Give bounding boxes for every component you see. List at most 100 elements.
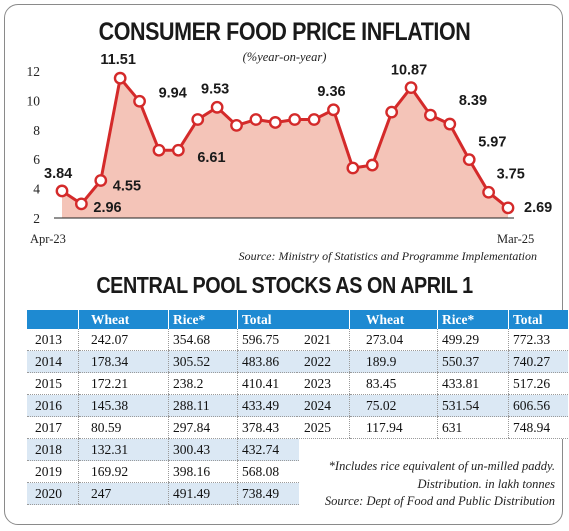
cell-rice: 354.68 bbox=[168, 329, 238, 351]
cell-rice: 491.49 bbox=[168, 482, 238, 505]
y-axis: 2 4 6 8 10 12 bbox=[27, 64, 41, 226]
cell-wheat: 273.04 bbox=[349, 329, 438, 351]
table-row: 2016 145.38 288.11 433.49 bbox=[27, 394, 299, 417]
cell-wheat: 83.45 bbox=[349, 372, 438, 395]
data-point bbox=[191, 113, 205, 126]
footnotes: *Includes rice equivalent of un-milled p… bbox=[325, 458, 555, 511]
cell-wheat: 80.59 bbox=[78, 416, 169, 439]
cell-total: 410.41 bbox=[237, 372, 299, 395]
y-tick-label: 8 bbox=[33, 123, 40, 138]
data-point bbox=[171, 143, 185, 157]
inflation-area bbox=[62, 78, 508, 218]
cell-rice: 297.84 bbox=[168, 416, 238, 439]
table-row: 2022 189.9 550.37 740.27 bbox=[296, 350, 568, 373]
cell-total: 748.94 bbox=[508, 416, 568, 439]
cell-rice: 550.37 bbox=[437, 350, 509, 373]
table-row: 2014 178.34 305.52 483.86 bbox=[27, 350, 299, 373]
data-point bbox=[74, 197, 88, 211]
data-point bbox=[249, 113, 263, 126]
data-label: 11.51 bbox=[100, 52, 136, 68]
cell-year: 2022 bbox=[296, 350, 350, 373]
data-point bbox=[424, 108, 437, 122]
data-point bbox=[482, 185, 496, 199]
table-row: 2020 247 491.49 738.49 bbox=[27, 482, 299, 505]
header-wheat: Wheat bbox=[349, 310, 438, 329]
chart-source: Source: Ministry of Statistics and Progr… bbox=[238, 249, 537, 263]
inflation-chart: 2 4 6 8 10 12 3.84 2.96 4.55 11.51 9.94 6.61 9.53 9.… bbox=[27, 52, 553, 246]
data-label: 4.55 bbox=[113, 179, 141, 195]
cell-total: 772.33 bbox=[508, 329, 568, 351]
data-label: 9.94 bbox=[159, 85, 187, 101]
data-point bbox=[268, 116, 282, 129]
header-rice: Rice* bbox=[168, 310, 238, 329]
y-tick-label: 6 bbox=[33, 152, 40, 167]
x-tick-label-end: Mar-25 bbox=[497, 232, 534, 246]
data-point bbox=[230, 118, 243, 132]
data-point bbox=[462, 153, 476, 167]
data-point bbox=[307, 113, 321, 126]
note-source: Source: Dept of Food and Public Distribu… bbox=[324, 494, 555, 508]
cell-year: 2020 bbox=[27, 482, 79, 505]
cell-wheat: 247 bbox=[78, 482, 169, 505]
stocks-table-right: Wheat Rice* Total 2021 273.04 499.29 772.33… bbox=[296, 310, 568, 439]
data-point bbox=[365, 158, 379, 172]
cell-total: 568.08 bbox=[237, 460, 299, 483]
cell-year: 2014 bbox=[27, 350, 79, 373]
stocks-title: CENTRAL POOL STOCKS AS ON APRIL 1 bbox=[96, 272, 473, 298]
x-tick-label-start: Apr-23 bbox=[30, 232, 66, 246]
data-label: 3.75 bbox=[497, 166, 525, 182]
cell-year: 2021 bbox=[296, 329, 350, 351]
note-units: Distribution. in lakh tonnes bbox=[417, 476, 556, 491]
cell-wheat: 172.21 bbox=[78, 372, 169, 395]
cell-year: 2025 bbox=[296, 416, 350, 439]
cell-year: 2019 bbox=[27, 460, 79, 483]
data-point bbox=[113, 71, 127, 85]
cell-total: 606.56 bbox=[508, 394, 568, 417]
data-point bbox=[288, 113, 302, 126]
cell-wheat: 132.31 bbox=[78, 438, 169, 461]
data-point bbox=[404, 81, 418, 95]
cell-total: 378.43 bbox=[237, 416, 299, 439]
header-year bbox=[296, 310, 350, 329]
table-row: 2017 80.59 297.84 378.43 bbox=[27, 416, 299, 439]
chart-title: CONSUMER FOOD PRICE INFLATION bbox=[98, 18, 471, 46]
cell-year: 2017 bbox=[27, 416, 79, 439]
y-tick-label: 2 bbox=[33, 211, 40, 226]
cell-wheat: 145.38 bbox=[78, 394, 169, 417]
cell-total: 596.75 bbox=[237, 329, 299, 351]
y-tick-label: 4 bbox=[33, 182, 40, 197]
note-rice: *Includes rice equivalent of un-milled p… bbox=[328, 459, 555, 473]
data-point bbox=[152, 143, 166, 157]
stocks-table-left: Wheat Rice* Total 2013 242.07 354.68 596.75… bbox=[27, 310, 299, 505]
data-labels: 3.84 2.96 4.55 11.51 9.94 6.61 9.53 9.36 10.87 8.… bbox=[44, 52, 552, 216]
table-row: 2013 242.07 354.68 596.75 bbox=[27, 329, 299, 351]
data-point bbox=[385, 105, 399, 119]
data-point bbox=[327, 103, 340, 117]
table-header-row: Wheat Rice* Total bbox=[27, 310, 299, 329]
table-row: 2015 172.21 238.2 410.41 bbox=[27, 372, 299, 395]
cell-rice: 433.81 bbox=[437, 372, 509, 395]
data-label: 9.53 bbox=[201, 81, 229, 97]
data-label: 5.97 bbox=[478, 135, 506, 151]
table-row: 2018 132.31 300.43 432.74 bbox=[27, 438, 299, 461]
data-label: 6.61 bbox=[197, 150, 225, 166]
data-point bbox=[210, 100, 224, 114]
data-label: 2.69 bbox=[524, 200, 552, 216]
data-point bbox=[346, 161, 360, 175]
table-row: 2025 117.94 631 748.94 bbox=[296, 416, 568, 439]
cell-wheat: 75.02 bbox=[349, 394, 438, 417]
cell-total: 483.86 bbox=[237, 350, 299, 373]
data-point bbox=[55, 184, 69, 198]
cell-rice: 300.43 bbox=[168, 438, 238, 461]
cell-rice: 288.11 bbox=[168, 394, 238, 417]
cell-wheat: 178.34 bbox=[78, 350, 169, 373]
data-point bbox=[133, 94, 146, 108]
data-point bbox=[443, 117, 457, 131]
cell-total: 517.26 bbox=[508, 372, 568, 395]
cell-rice: 238.2 bbox=[168, 372, 238, 395]
cell-total: 738.49 bbox=[237, 482, 299, 505]
cell-year: 2013 bbox=[27, 329, 79, 351]
cell-total: 740.27 bbox=[508, 350, 568, 373]
cell-rice: 631 bbox=[437, 416, 509, 439]
cell-wheat: 117.94 bbox=[349, 416, 438, 439]
